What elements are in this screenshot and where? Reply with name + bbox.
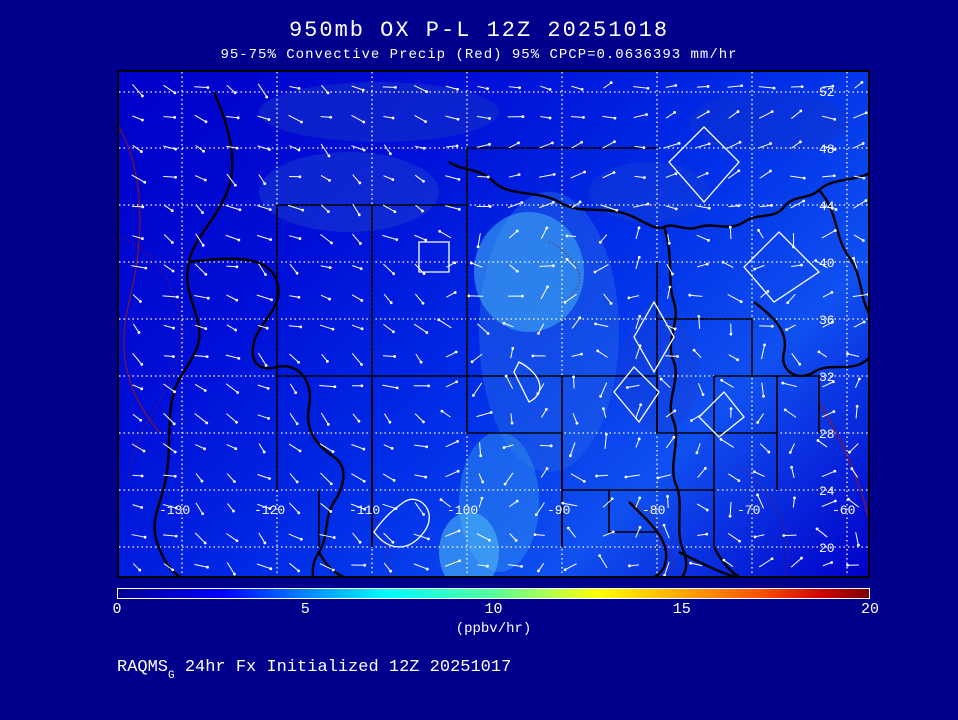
footer-caption-text: RAQMSG 24hr Fx Initialized 12Z 20251017: [117, 658, 511, 679]
latitude-labels: 52 48 44 40 36 32 28 24 20: [819, 85, 835, 556]
colorbar-units-label: (ppbv/hr): [117, 621, 870, 637]
colorbar-ticks: 0 5 10 15 20: [117, 599, 870, 619]
map-container[interactable]: 52 48 44 40 36 32 28 24 20 -130 -120 -11…: [117, 70, 870, 578]
svg-text:-60: -60: [832, 503, 855, 518]
colorbar-gradient: [117, 588, 870, 599]
subtitle-text: 95-75% Convective Precip (Red) 95% CPCP=…: [0, 47, 958, 63]
svg-text:24: 24: [819, 484, 835, 499]
svg-text:-130: -130: [159, 503, 190, 518]
svg-text:20: 20: [819, 541, 835, 556]
map-svg: 52 48 44 40 36 32 28 24 20 -130 -120 -11…: [119, 72, 870, 578]
footer-rest: 24hr Fx Initialized 12Z 20251017: [185, 658, 511, 677]
header: 950mb OX P-L 12Z 20251018 95-75% Convect…: [0, 18, 958, 63]
title-text: 950mb OX P-L 12Z 20251018: [0, 18, 958, 43]
svg-text:-90: -90: [547, 503, 570, 518]
svg-text:-80: -80: [642, 503, 665, 518]
model-name: RAQMS: [117, 658, 168, 677]
model-sub: G: [168, 670, 175, 682]
svg-text:28: 28: [819, 427, 835, 442]
svg-text:-100: -100: [447, 503, 478, 518]
colorbar-container[interactable]: 0 5 10 15 20 (ppbv/hr): [117, 588, 870, 637]
svg-text:-70: -70: [737, 503, 760, 518]
svg-text:36: 36: [819, 313, 835, 328]
svg-text:48: 48: [819, 142, 835, 157]
